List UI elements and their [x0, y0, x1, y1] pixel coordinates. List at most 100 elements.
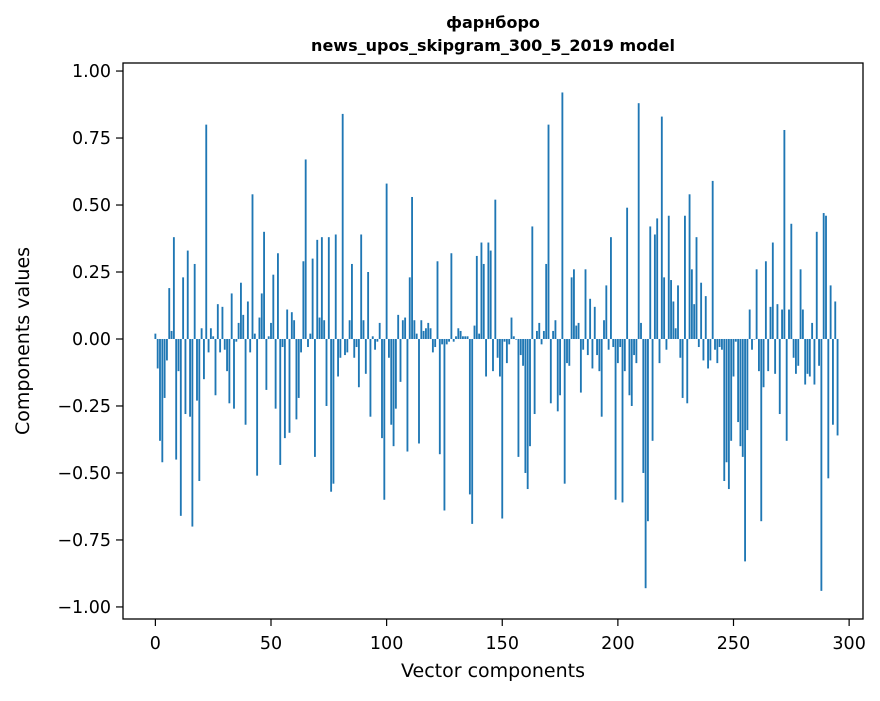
bar	[341, 113, 344, 339]
bar	[681, 338, 684, 398]
bar	[612, 338, 615, 348]
bar	[314, 338, 316, 457]
bar	[739, 338, 742, 447]
bar	[166, 338, 168, 361]
bar	[616, 338, 619, 364]
bar	[533, 338, 536, 415]
bar	[330, 338, 333, 492]
x-tick-label: 50	[260, 634, 282, 654]
bar	[563, 338, 566, 484]
bar	[193, 263, 196, 339]
bar	[663, 277, 666, 339]
bar	[267, 336, 270, 339]
bar	[212, 336, 215, 339]
bar	[545, 263, 548, 339]
bar	[186, 250, 189, 339]
bar	[806, 338, 809, 374]
bar	[603, 320, 605, 339]
bar	[249, 338, 252, 353]
bar	[593, 306, 596, 339]
bar	[219, 338, 222, 353]
bar	[175, 338, 178, 460]
bar	[397, 314, 400, 339]
bar	[785, 338, 788, 441]
bar	[242, 314, 245, 339]
bar	[605, 285, 608, 339]
bar	[466, 336, 469, 339]
bar	[154, 333, 157, 339]
bar	[233, 338, 235, 409]
bar	[311, 258, 314, 339]
bar	[672, 301, 675, 339]
bar	[323, 320, 326, 339]
bar	[702, 338, 705, 361]
bar	[647, 338, 649, 522]
bar	[505, 338, 508, 364]
bar	[748, 309, 751, 339]
bar	[302, 261, 305, 339]
x-tick-label: 0	[150, 634, 161, 654]
bar	[656, 218, 659, 339]
x-tick-label: 200	[601, 634, 634, 654]
bar	[721, 338, 723, 350]
bar	[764, 261, 767, 339]
bar	[309, 333, 312, 339]
bar	[265, 338, 268, 390]
bar	[422, 330, 425, 339]
bar	[184, 338, 187, 415]
bar	[300, 338, 302, 353]
bar	[425, 328, 427, 339]
bar	[170, 330, 173, 339]
bar	[263, 231, 265, 339]
bar	[378, 322, 381, 339]
bar	[762, 338, 765, 388]
bar	[640, 322, 642, 339]
bar	[690, 269, 693, 339]
bar	[725, 338, 728, 463]
bar	[274, 338, 277, 409]
bar	[651, 338, 654, 441]
bar	[822, 213, 825, 339]
bar	[566, 338, 568, 364]
bar	[399, 338, 402, 382]
bar	[307, 338, 309, 348]
bar	[508, 338, 511, 345]
bar	[517, 338, 520, 457]
bar	[346, 338, 349, 353]
bar	[415, 333, 418, 339]
bar	[549, 338, 552, 404]
x-tick-label: 250	[717, 634, 750, 654]
bar	[653, 234, 656, 339]
bar	[832, 338, 834, 425]
bar	[781, 309, 783, 339]
bar	[633, 338, 635, 356]
bar	[207, 338, 210, 353]
bar	[482, 263, 485, 339]
bar	[776, 304, 779, 339]
bar	[526, 338, 529, 490]
bar	[600, 338, 603, 417]
bar	[240, 282, 242, 339]
bar	[288, 338, 291, 433]
x-tick-label: 150	[486, 634, 519, 654]
bar	[732, 338, 735, 377]
chart-subtitle: news_upos_skipgram_300_5_2019 model	[311, 36, 675, 55]
bar	[362, 320, 365, 339]
bar	[827, 338, 830, 479]
bar	[360, 234, 363, 339]
bar	[695, 237, 698, 339]
bar	[635, 338, 638, 364]
bar	[575, 325, 578, 339]
bar	[279, 338, 282, 465]
bar	[230, 293, 233, 339]
bar	[829, 285, 832, 339]
bar	[536, 330, 538, 339]
bar	[226, 338, 228, 372]
bar	[649, 226, 652, 339]
bar	[570, 277, 573, 339]
bar	[524, 338, 527, 473]
bar	[679, 338, 682, 358]
bar	[741, 338, 744, 457]
x-axis-label: Vector components	[401, 660, 585, 682]
bar	[630, 338, 633, 406]
